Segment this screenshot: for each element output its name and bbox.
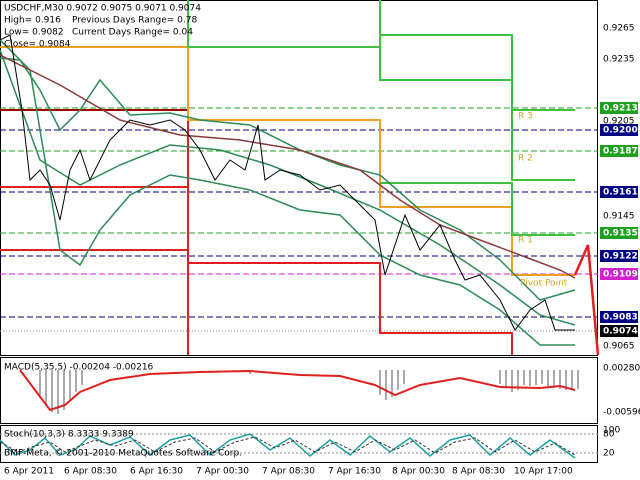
low-text: Low= 0.9082 xyxy=(4,28,64,38)
price-box: 0.9083 xyxy=(603,313,638,323)
time-label: 6 Apr 16:30 xyxy=(130,467,183,477)
macd-axis: 0.00280 xyxy=(603,364,640,374)
macd-axis: -0.00596 xyxy=(603,408,640,418)
macd-title: MACD(5,35,5) -0.00204 -0.00216 xyxy=(4,363,154,373)
level-label: R 2 xyxy=(518,154,533,164)
stoch-axis: 20 xyxy=(603,449,615,459)
price-box: 0.9200 xyxy=(603,126,638,136)
price-box: 0.9213 xyxy=(603,104,638,114)
price-label: 0.9235 xyxy=(603,55,635,65)
level-label: Pivot Point xyxy=(520,279,568,289)
time-label: 6 Apr 2011 xyxy=(4,467,54,477)
level-label: R 3 xyxy=(518,112,533,122)
price-label: 0.9145 xyxy=(603,212,635,222)
time-label: 10 Apr 17:00 xyxy=(514,467,573,477)
price-box: 0.9161 xyxy=(603,188,638,198)
stoch-axis: 100 xyxy=(603,426,620,436)
time-label: 8 Apr 00:30 xyxy=(392,467,445,477)
price-box: 0.9109 xyxy=(603,270,638,280)
time-label: 8 Apr 08:30 xyxy=(452,467,505,477)
time-label: 6 Apr 08:30 xyxy=(64,467,117,477)
price-box: 0.9122 xyxy=(603,252,638,262)
price-box: 0.9074 xyxy=(603,327,638,337)
price-label: 0.9265 xyxy=(603,24,635,34)
high-text: High= 0.916 xyxy=(4,16,61,26)
level-label: R 1 xyxy=(518,236,533,246)
prev-range: Previous Days Range= 0.78 xyxy=(72,16,197,26)
price-label: 0.9205 xyxy=(603,117,635,127)
cur-range: Current Days Range= 0.04 xyxy=(72,28,193,38)
stoch-title: Stoch(10,3,3) 8.3333 9.3389 xyxy=(4,430,134,440)
time-label: 7 Apr 08:30 xyxy=(262,467,315,477)
close-text: Close= 0.9084 xyxy=(4,40,71,50)
price-box: 0.9135 xyxy=(603,229,638,239)
stoch-axis: 80 xyxy=(603,430,615,440)
price-box: 0.9187 xyxy=(603,147,638,157)
price-label: 0.9065 xyxy=(603,342,635,352)
copyright: BMF-Meta, © 2001-2010 MetaQuotes Softwar… xyxy=(4,449,242,459)
symbol-line: USDCHF,M30 0.9072 0.9075 0.9071 0.9074 xyxy=(4,4,201,14)
time-label: 7 Apr 00:30 xyxy=(196,467,249,477)
time-label: 7 Apr 16:30 xyxy=(328,467,381,477)
